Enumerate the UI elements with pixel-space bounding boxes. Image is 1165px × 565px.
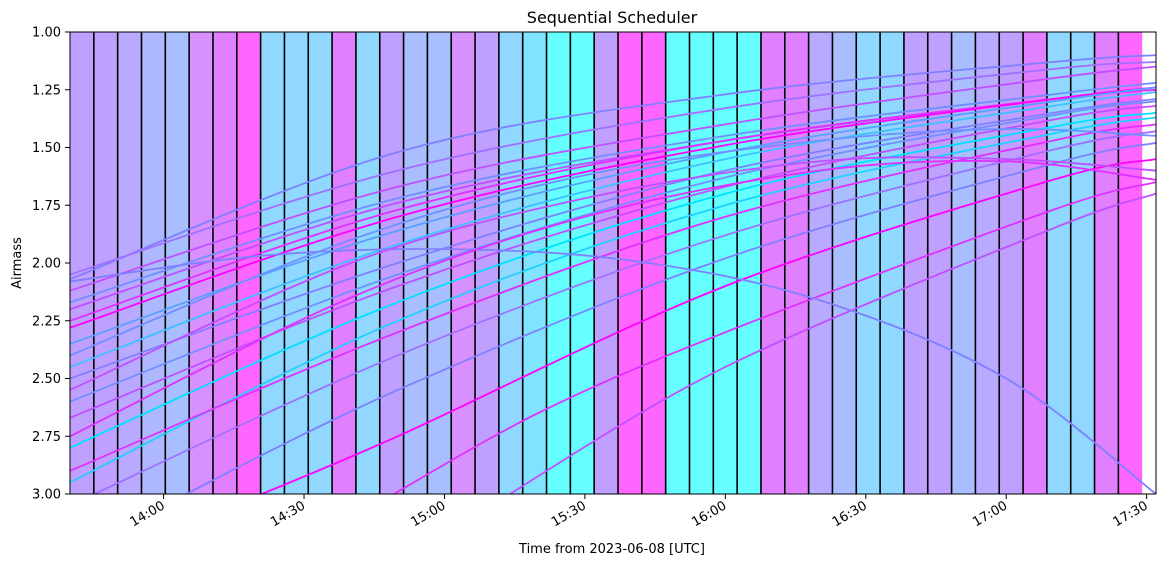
y-tick-label: 3.00 — [32, 488, 61, 503]
airmass-series-line — [70, 156, 1156, 391]
airmass-series-line — [184, 142, 1156, 494]
airmass-series-line — [70, 116, 1156, 484]
airmass-series-line — [508, 192, 1156, 494]
observation-block — [355, 32, 380, 494]
y-tick-label: 2.25 — [32, 314, 61, 329]
observation-block — [117, 32, 142, 494]
observation-block — [236, 32, 261, 494]
y-tick-label: 1.25 — [32, 83, 61, 98]
y-tick-label: 2.00 — [32, 257, 61, 272]
observation-block — [1094, 32, 1119, 494]
y-tick-label: 2.75 — [32, 430, 61, 445]
airmass-series-line — [70, 112, 1156, 449]
airmass-series-line — [392, 181, 1156, 494]
airmass-series-line — [70, 54, 1156, 281]
airmass-series-line — [92, 130, 1156, 494]
observation-block — [70, 32, 94, 494]
airmass-series-line — [70, 98, 1156, 380]
y-tick-label: 2.50 — [32, 372, 61, 387]
observation-block — [1023, 32, 1047, 494]
observation-block — [808, 32, 833, 494]
observation-block — [927, 32, 952, 494]
y-tick-label: 1.00 — [32, 26, 61, 41]
observation-block — [618, 32, 642, 494]
observation-block — [737, 32, 761, 494]
observation-block — [951, 32, 976, 494]
observation-block — [308, 32, 333, 494]
observation-block — [498, 32, 523, 494]
airmass-series-line — [70, 100, 1156, 403]
observation-block — [546, 32, 571, 494]
observation-block — [856, 32, 881, 494]
y-tick-label: 1.75 — [32, 199, 61, 214]
observation-block — [260, 32, 285, 494]
airmass-series-line — [70, 159, 1156, 438]
observation-block — [999, 32, 1024, 494]
observation-block — [784, 32, 809, 494]
y-axis: 1.00 1.25 1.50 1.75 2.00 2.25 2.50 2.75 3.00 — [32, 26, 70, 503]
observation-block — [522, 32, 547, 494]
airmass-series-line — [70, 123, 1156, 472]
airmass-series-line — [70, 128, 1156, 357]
observation-block — [1070, 32, 1095, 494]
observation-block — [832, 32, 857, 494]
observation-block — [379, 32, 404, 494]
observation-block — [594, 32, 619, 494]
observation-block — [713, 32, 738, 494]
observation-block — [689, 32, 714, 494]
observation-block — [403, 32, 428, 494]
airmass-series-line — [70, 105, 1156, 419]
y-tick-label: 1.50 — [32, 141, 61, 156]
x-axis-label: Time from 2023-06-08 [UTC] — [518, 542, 705, 557]
airmass-curves — [70, 54, 1156, 494]
airmass-series-line — [70, 86, 1156, 329]
y-axis-label: Airmass — [10, 237, 25, 289]
airmass-series-line — [259, 158, 1156, 494]
airmass-series-line — [70, 65, 1156, 292]
airmass-series-line — [70, 61, 1156, 276]
chart-title: Sequential Scheduler — [527, 8, 698, 27]
airmass-series-line — [70, 91, 1156, 368]
observation-block — [880, 32, 904, 494]
airmass-series-line — [70, 248, 1156, 494]
airmass-series-line — [70, 81, 1156, 304]
observation-block — [475, 32, 499, 494]
